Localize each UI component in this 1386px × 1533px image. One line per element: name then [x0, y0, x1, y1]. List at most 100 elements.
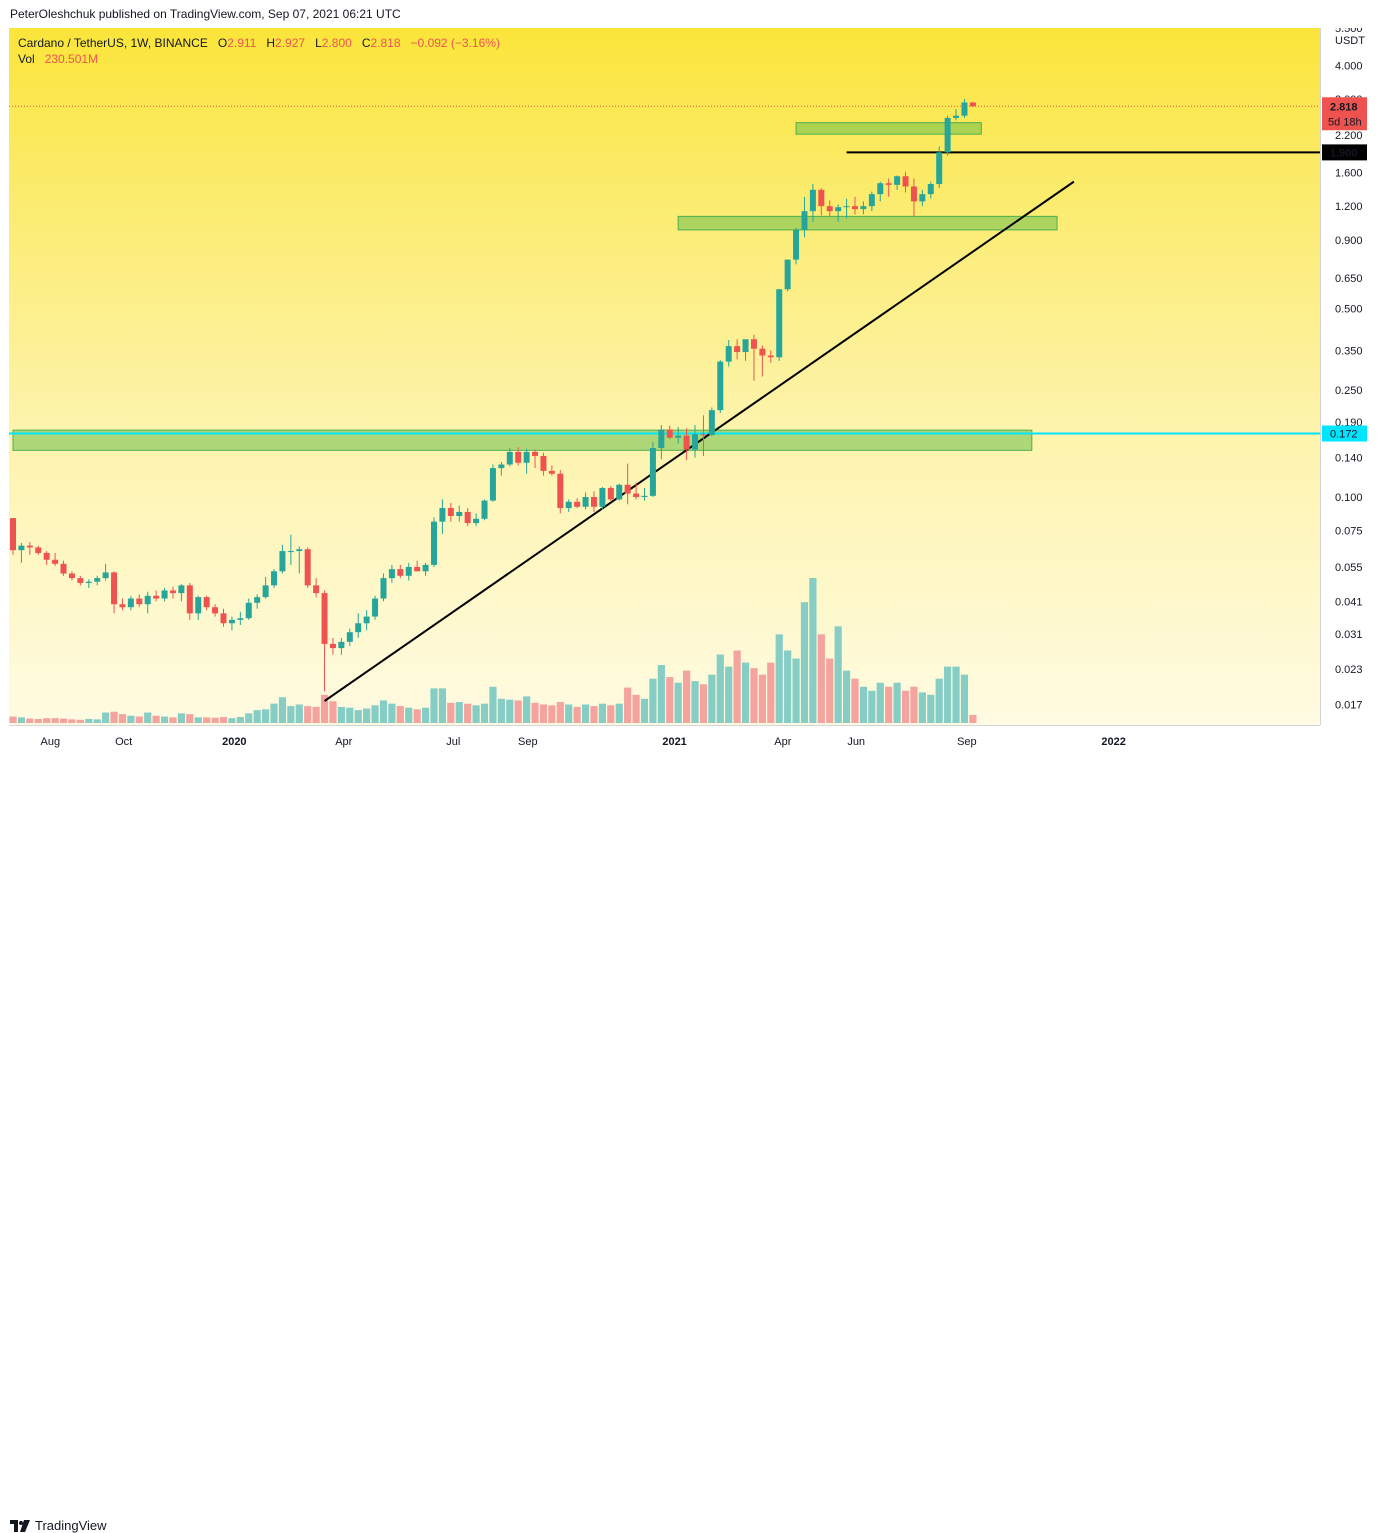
legend-high-label: H — [266, 36, 276, 50]
candle-body — [708, 410, 715, 435]
volume-bar — [910, 686, 918, 723]
candle-body — [607, 487, 614, 500]
volume-bar — [969, 714, 977, 723]
volume-bar — [767, 662, 775, 723]
volume-bar — [354, 710, 362, 723]
volume-bar — [245, 713, 253, 723]
price-axis[interactable]: 5.5004.0003.0002.2001.6001.2000.9000.650… — [1320, 23, 1386, 725]
candle-body — [759, 348, 766, 356]
candle-body — [237, 618, 244, 620]
volume-bar — [430, 688, 438, 723]
volume-bar — [152, 715, 160, 723]
candle-body — [287, 551, 294, 553]
volume-bar — [615, 703, 623, 723]
volume-bar — [102, 712, 110, 723]
volume-bar — [127, 715, 135, 723]
time-axis-svg[interactable]: Aug Oct 2020 Apr Jul Sep 2021 Apr Jun Sep 2022 — [9, 726, 1320, 754]
candle-body — [860, 206, 867, 210]
volume-bar — [26, 718, 34, 723]
volume-bar — [935, 678, 943, 723]
zone-mid — [677, 215, 1058, 231]
volume-bar — [725, 666, 733, 723]
candle-body — [734, 346, 741, 353]
candle-body — [473, 518, 480, 524]
candle-body — [910, 186, 917, 202]
price-tick-label: 0.031 — [1335, 629, 1363, 641]
candle-body — [245, 602, 252, 619]
volume-bar — [952, 666, 960, 723]
volume-bar — [413, 709, 421, 723]
candle-body — [304, 549, 311, 586]
candle-body — [565, 501, 572, 509]
volume-bar — [177, 713, 185, 723]
time-tick-label: Apr — [335, 736, 352, 748]
candle-body — [431, 521, 437, 565]
trendline — [323, 180, 1075, 702]
price-tick-label: 0.055 — [1335, 562, 1363, 574]
candle-body — [843, 206, 850, 208]
candle-body — [852, 206, 858, 210]
candle-body — [212, 607, 219, 614]
volume-bar — [447, 702, 455, 723]
price-axis-svg[interactable]: 5.5004.0003.0002.2001.6001.2000.9000.650… — [1321, 23, 1386, 725]
candle-body — [422, 564, 429, 572]
candle-body — [717, 361, 724, 411]
volume-bar — [85, 718, 93, 723]
candle-body — [127, 598, 134, 608]
price-tick-label: 0.900 — [1335, 235, 1363, 247]
candle-body — [321, 593, 328, 644]
volume-bar — [523, 696, 531, 723]
volume-bar — [396, 706, 404, 723]
volume-bar — [17, 717, 26, 723]
volume-bar — [51, 718, 59, 723]
candle-body — [700, 434, 707, 436]
legend-change: −0.092 (−3.16%) — [410, 36, 500, 50]
current-price-value: 2.818 — [1330, 101, 1358, 113]
candle-body — [153, 595, 160, 599]
volume-bar — [287, 706, 295, 723]
volume-bar — [809, 578, 817, 723]
candle-body — [186, 585, 193, 614]
candle-body — [220, 613, 227, 624]
volume-bar — [885, 686, 893, 723]
volume-bar — [683, 670, 691, 723]
volume-bar — [674, 682, 682, 723]
volume-bar — [438, 688, 447, 723]
candle-body — [818, 189, 825, 207]
volume-bar — [110, 711, 118, 723]
candle-body — [742, 339, 749, 353]
time-axis[interactable]: Aug Oct 2020 Apr Jul Sep 2021 Apr Jun Sep 2022 — [9, 725, 1320, 754]
candle-body — [902, 176, 909, 187]
candle-body — [144, 595, 151, 605]
price-tick-label: 0.017 — [1335, 699, 1363, 711]
candle-body — [506, 451, 513, 465]
candle-body — [313, 585, 320, 594]
candle-body — [161, 590, 168, 599]
volume-bar — [186, 714, 194, 723]
tradingview-logo[interactable]: TradingView — [10, 1518, 107, 1533]
volume-bar — [278, 697, 287, 723]
tradingview-icon — [10, 1519, 30, 1532]
volume-bar — [708, 674, 716, 723]
legend-vol: 230.501M — [44, 52, 99, 66]
volume-bar — [320, 694, 329, 723]
volume-bar — [371, 705, 379, 723]
candle-body — [279, 551, 286, 572]
candle-body — [195, 597, 202, 614]
candle-body — [590, 497, 597, 507]
volume-bar — [893, 682, 901, 723]
volume-bar — [472, 705, 480, 723]
candle-body — [540, 455, 547, 471]
volume-bar — [784, 650, 792, 723]
candle-body — [447, 508, 454, 517]
price-chart-svg[interactable] — [9, 28, 1320, 725]
time-tick-label: 2022 — [1101, 736, 1125, 748]
candle-body — [649, 447, 656, 496]
volume-bar — [144, 712, 152, 723]
candle-body — [372, 598, 379, 617]
chart-pane[interactable] — [9, 28, 1320, 725]
legend-symbol[interactable]: Cardano / TetherUS, 1W, BINANCE — [18, 36, 208, 50]
currency-label: USDT — [1335, 35, 1365, 47]
volume-bar — [876, 682, 884, 723]
candle-body — [582, 497, 589, 507]
